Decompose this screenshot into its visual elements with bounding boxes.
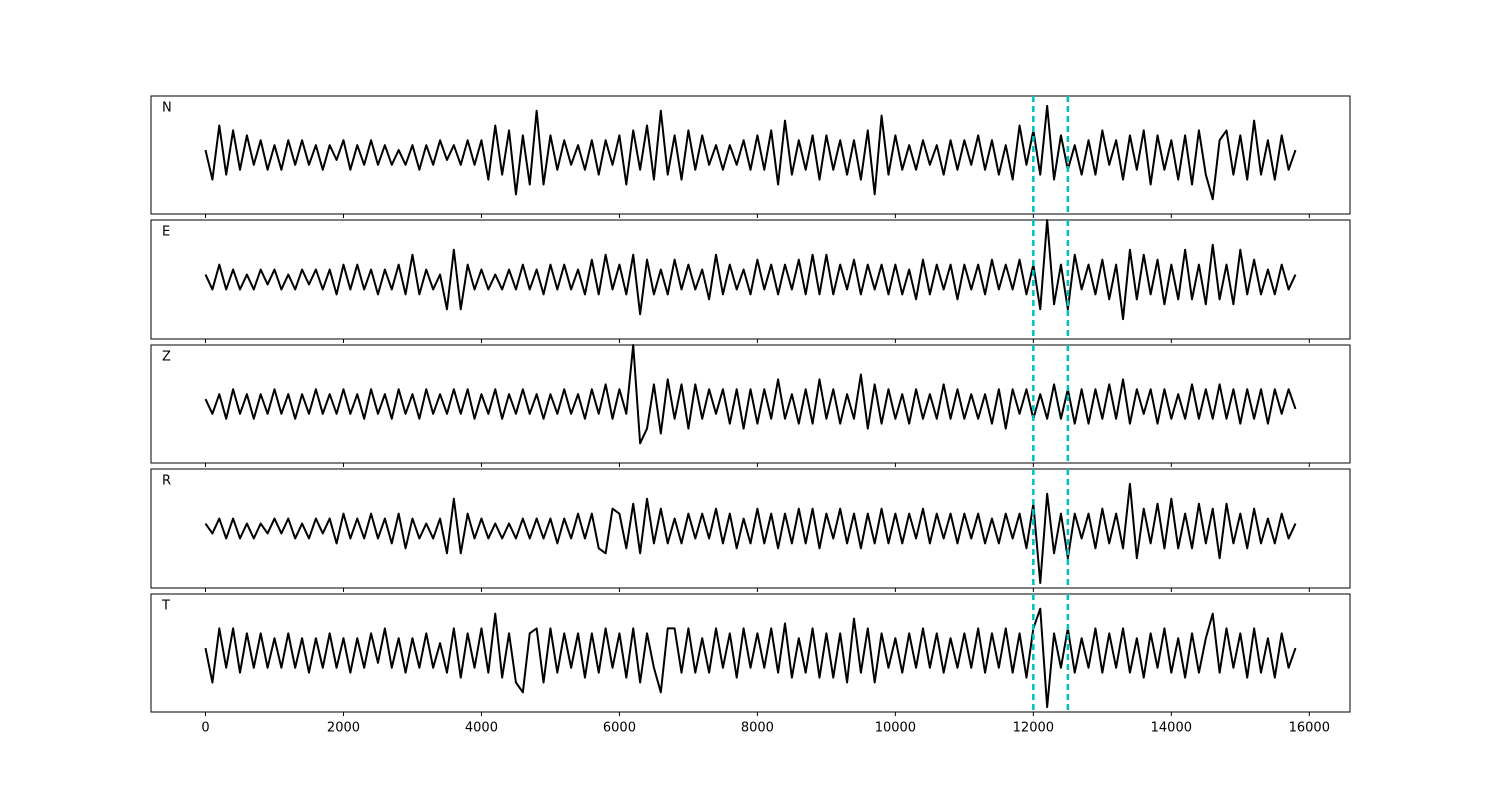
x-tick-label: 14000 — [1151, 721, 1192, 736]
x-tick-label: 12000 — [1013, 721, 1054, 736]
panel-label: Z — [162, 350, 171, 365]
x-tick-label: 2000 — [327, 721, 360, 736]
trace — [204, 607, 1297, 709]
x-tick-label: 6000 — [603, 721, 636, 736]
trace — [204, 482, 1297, 585]
panel-frame — [150, 344, 1351, 464]
panel-label: E — [162, 225, 170, 240]
x-tick-label: 4000 — [465, 721, 498, 736]
panel-label: N — [162, 101, 172, 116]
x-tick-label: 10000 — [875, 721, 916, 736]
x-tick-label: 16000 — [1289, 721, 1330, 736]
panel-frame — [150, 468, 1351, 589]
trace — [204, 344, 1297, 445]
panel-frame — [150, 593, 1351, 713]
x-tick-label: 0 — [201, 721, 209, 736]
panel-frame — [150, 95, 1351, 215]
panel-label: R — [162, 474, 171, 489]
trace — [204, 104, 1297, 201]
panel-frame — [150, 219, 1351, 340]
panel-label: T — [161, 599, 170, 614]
x-tick-label: 8000 — [741, 721, 774, 736]
trace — [204, 219, 1297, 321]
